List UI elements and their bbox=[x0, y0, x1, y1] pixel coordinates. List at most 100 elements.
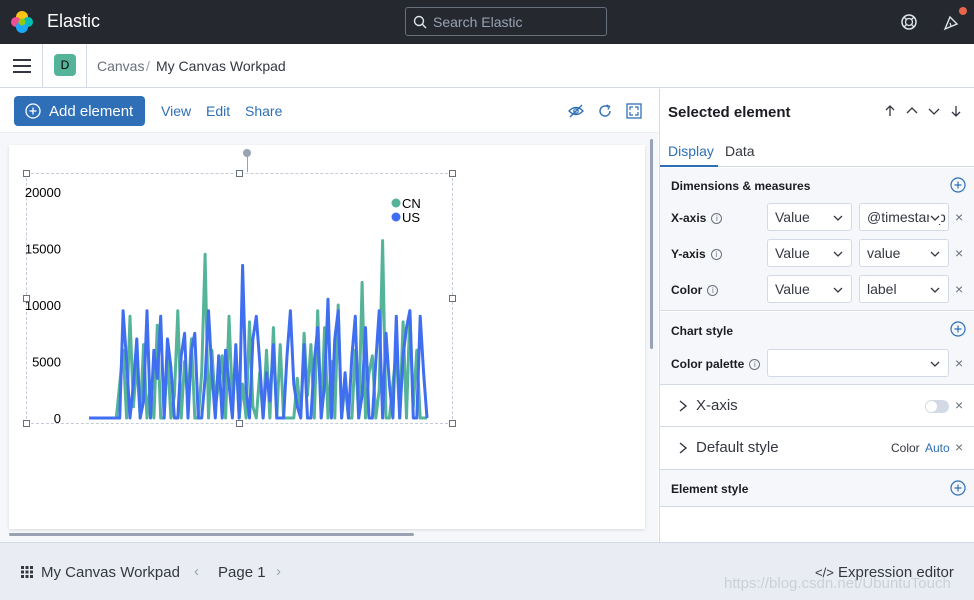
watermark-text: https://blog.csdn.net/UbuntuTouch bbox=[724, 575, 951, 592]
xaxis-expander-label: X-axis bbox=[696, 397, 738, 414]
workpad-page[interactable]: 20000 15000 10000 5000 0 CN US bbox=[9, 145, 645, 529]
add-element-style-icon[interactable] bbox=[950, 480, 966, 496]
fullscreen-icon[interactable] bbox=[625, 102, 643, 120]
default-style-label: Default style bbox=[696, 439, 779, 456]
edit-menu[interactable]: Edit bbox=[206, 103, 231, 119]
tab-data[interactable]: Data bbox=[725, 143, 755, 159]
page-indicator[interactable]: Page 1 bbox=[218, 564, 266, 581]
sidebar-tabs: Display Data bbox=[660, 141, 974, 167]
resize-handle[interactable] bbox=[449, 170, 456, 177]
rotation-line bbox=[247, 154, 248, 172]
resize-handle[interactable] bbox=[23, 295, 30, 302]
color-field-select[interactable]: label bbox=[859, 275, 949, 303]
chevron-down-icon bbox=[929, 212, 941, 224]
chevron-right-icon bbox=[679, 400, 688, 412]
menu-icon[interactable] bbox=[12, 57, 32, 75]
series-line-us bbox=[89, 263, 429, 420]
sidebar-title: Selected element bbox=[668, 104, 791, 121]
default-style-expander[interactable]: Default style Color Auto × bbox=[660, 427, 974, 470]
arrow-down-to-bottom-icon[interactable] bbox=[948, 103, 964, 119]
resize-handle[interactable] bbox=[449, 420, 456, 427]
yaxis-field-value: value bbox=[867, 245, 901, 261]
add-element-button[interactable]: Add element bbox=[14, 96, 145, 126]
chart-style-section: Chart style Color palette i × bbox=[660, 312, 974, 385]
info-icon[interactable]: i bbox=[710, 248, 722, 260]
default-color-value[interactable]: Auto bbox=[925, 441, 950, 455]
xaxis-expander[interactable]: X-axis × bbox=[660, 385, 974, 427]
share-menu[interactable]: Share bbox=[245, 103, 283, 119]
global-search[interactable] bbox=[405, 7, 607, 36]
vertical-scrollbar[interactable] bbox=[650, 139, 653, 349]
remove-default-style-icon[interactable]: × bbox=[955, 439, 964, 455]
dimensions-section: Dimensions & measures X-axis i Value @ti… bbox=[660, 168, 974, 311]
previous-page-icon[interactable]: ‹ bbox=[194, 563, 199, 580]
y-tick-label: 0 bbox=[54, 411, 61, 426]
color-type-value: Value bbox=[775, 281, 810, 297]
breadcrumb-canvas[interactable]: Canvas bbox=[97, 58, 145, 74]
chevron-up-icon[interactable] bbox=[904, 103, 920, 119]
elastic-logo-icon[interactable] bbox=[10, 10, 34, 34]
expression-editor-button[interactable]: Expression editor bbox=[838, 564, 954, 581]
horizontal-scrollbar[interactable] bbox=[9, 533, 414, 536]
xaxis-toggle[interactable] bbox=[925, 400, 949, 413]
rotation-handle[interactable] bbox=[243, 149, 251, 157]
color-label: Color bbox=[671, 283, 703, 297]
code-icon: </> bbox=[815, 565, 834, 580]
next-page-icon[interactable]: › bbox=[276, 563, 281, 580]
eye-closed-icon[interactable] bbox=[567, 102, 585, 120]
chevron-down-icon bbox=[833, 287, 843, 293]
add-chart-style-icon[interactable] bbox=[950, 321, 966, 337]
yaxis-field-select[interactable]: value bbox=[859, 239, 949, 267]
resize-handle[interactable] bbox=[236, 420, 243, 427]
chevron-down-icon[interactable] bbox=[926, 103, 942, 119]
tab-display[interactable]: Display bbox=[668, 143, 714, 159]
legend-label: US bbox=[402, 210, 420, 225]
element-style-title: Element style bbox=[671, 482, 749, 496]
xaxis-field-value: @timestamp bbox=[867, 209, 946, 225]
plus-circle-icon bbox=[25, 103, 41, 119]
remove-yaxis-icon[interactable]: × bbox=[955, 245, 964, 261]
workpad-footer: My Canvas Workpad ‹ Page 1 › </> Express… bbox=[0, 542, 974, 600]
remove-xaxis-icon[interactable]: × bbox=[955, 209, 964, 225]
palette-select[interactable] bbox=[767, 349, 949, 377]
resize-handle[interactable] bbox=[449, 295, 456, 302]
space-avatar[interactable]: D bbox=[54, 54, 76, 76]
info-icon[interactable]: i bbox=[707, 284, 719, 296]
chart-style-title: Chart style bbox=[671, 324, 734, 338]
color-field-value: label bbox=[867, 281, 897, 297]
xaxis-type-select[interactable]: Value bbox=[767, 203, 852, 231]
refresh-icon[interactable] bbox=[596, 102, 614, 120]
search-icon bbox=[413, 15, 427, 28]
workpad-title[interactable]: My Canvas Workpad bbox=[41, 564, 180, 581]
view-menu[interactable]: View bbox=[161, 103, 192, 119]
color-type-select[interactable]: Value bbox=[767, 275, 852, 303]
info-icon[interactable]: i bbox=[749, 358, 761, 370]
info-icon[interactable]: i bbox=[711, 212, 723, 224]
yaxis-type-select[interactable]: Value bbox=[767, 239, 852, 267]
grid-icon[interactable] bbox=[20, 565, 34, 579]
xaxis-field-select[interactable]: @timestamp bbox=[859, 203, 949, 231]
resize-handle[interactable] bbox=[23, 170, 30, 177]
brand-name: Elastic bbox=[47, 11, 101, 31]
remove-xaxis-style-icon[interactable]: × bbox=[955, 397, 964, 413]
add-dimension-icon[interactable] bbox=[950, 177, 966, 193]
divider bbox=[86, 44, 87, 88]
resize-handle[interactable] bbox=[236, 170, 243, 177]
workpad-toolbar: Add element View Edit Share bbox=[0, 89, 658, 133]
remove-color-icon[interactable]: × bbox=[955, 281, 964, 297]
chevron-down-icon bbox=[930, 361, 940, 367]
remove-palette-icon[interactable]: × bbox=[955, 355, 964, 371]
color-row-label: Color i bbox=[671, 283, 719, 297]
breadcrumb-current: My Canvas Workpad bbox=[156, 58, 286, 74]
element-sidebar: Selected element Display Data Dimensions… bbox=[659, 89, 974, 542]
arrow-up-to-top-icon[interactable] bbox=[882, 103, 898, 119]
search-input[interactable] bbox=[433, 13, 603, 30]
help-icon[interactable] bbox=[898, 11, 920, 33]
add-element-label: Add element bbox=[49, 102, 134, 120]
chevron-down-icon bbox=[930, 287, 940, 293]
resize-handle[interactable] bbox=[23, 420, 30, 427]
canvas-workspace: 20000 15000 10000 5000 0 CN US bbox=[0, 133, 658, 542]
newsfeed-icon[interactable] bbox=[941, 11, 963, 33]
divider bbox=[42, 44, 43, 88]
